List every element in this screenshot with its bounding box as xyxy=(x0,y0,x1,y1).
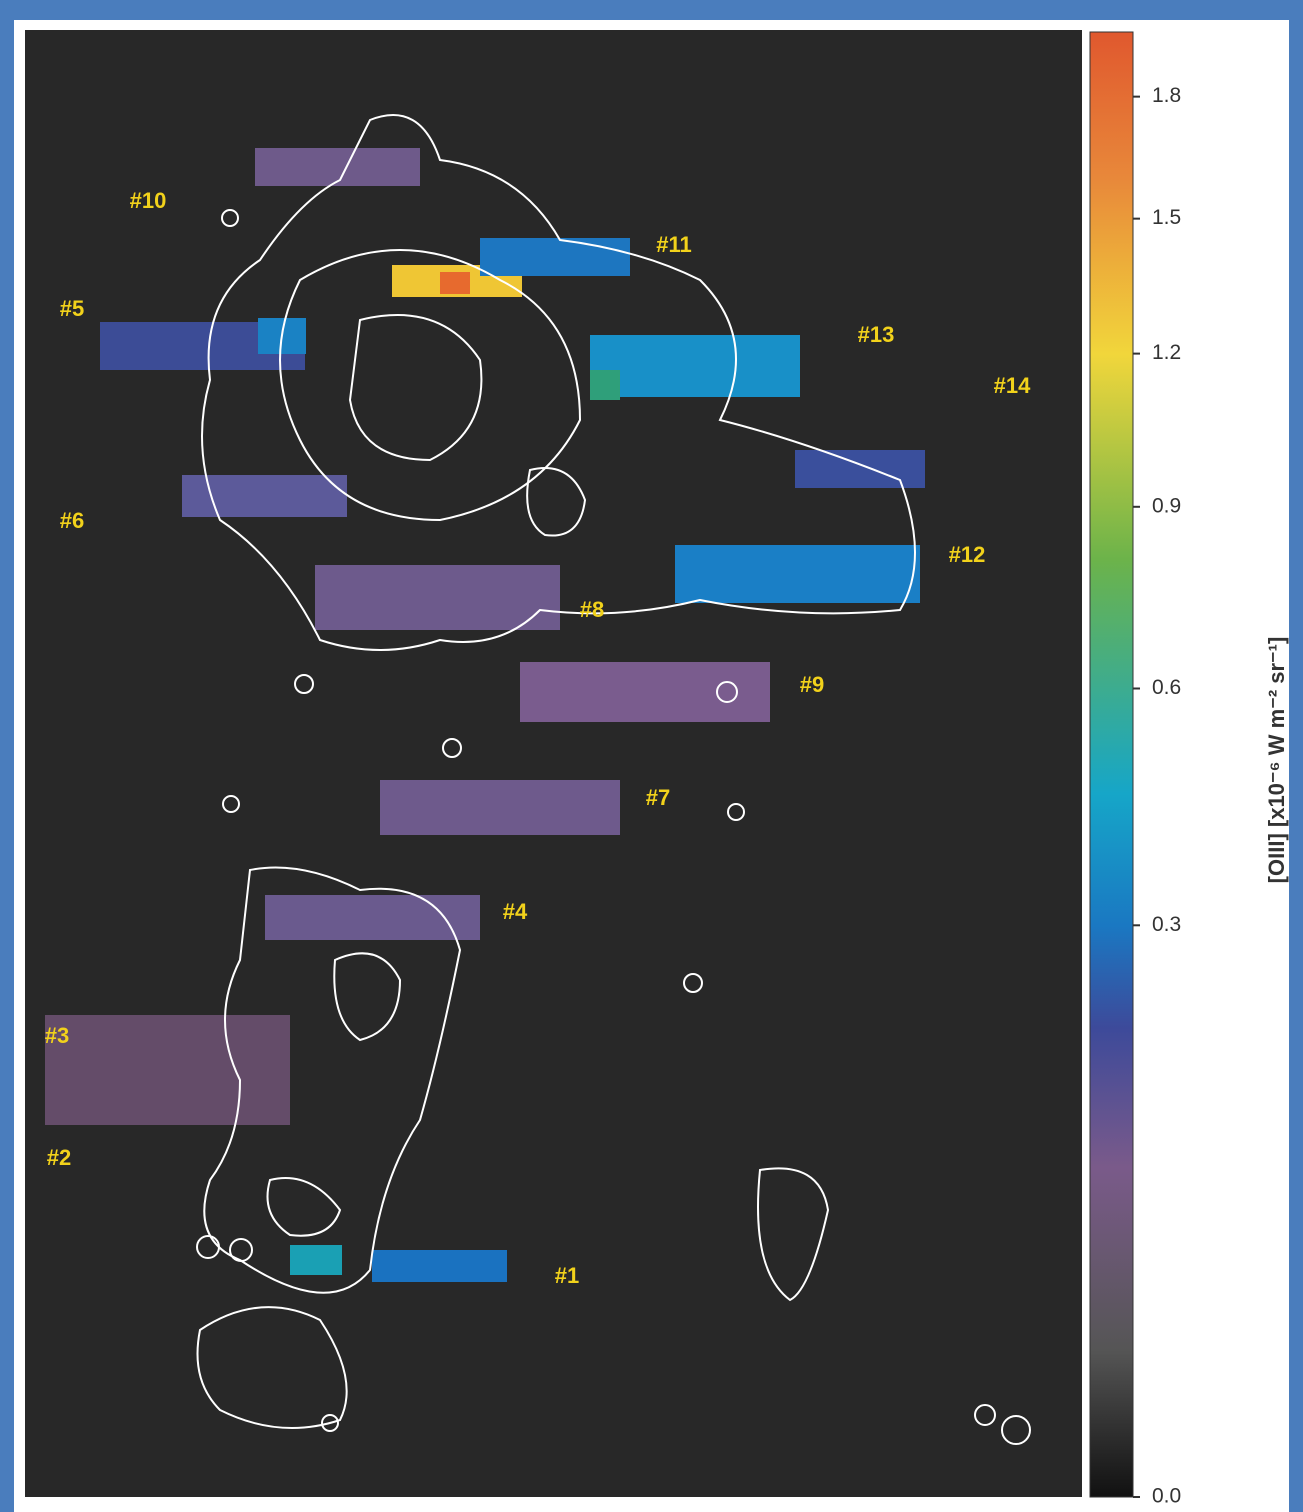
colorbar-tick-label: 0.0 xyxy=(1152,1485,1181,1508)
colorbar-tick-label: 0.3 xyxy=(1152,913,1181,936)
region-label: #12 xyxy=(949,542,986,567)
region-label: #10 xyxy=(130,188,167,213)
region-label: #5 xyxy=(60,296,84,321)
colorbar-tick-label: 1.8 xyxy=(1152,84,1181,107)
colorbar xyxy=(1090,32,1133,1497)
colorbar-tick-label: 0.6 xyxy=(1152,676,1181,699)
region-label: #6 xyxy=(60,508,84,533)
region-label: #7 xyxy=(646,785,670,810)
region-label: #14 xyxy=(994,373,1031,398)
colorbar-tick-label: 1.2 xyxy=(1152,341,1181,364)
colorbar-tick-label: 0.9 xyxy=(1152,494,1181,517)
region-label: #9 xyxy=(800,672,824,697)
region-label: #3 xyxy=(45,1023,69,1048)
region-label: #2 xyxy=(47,1145,71,1170)
region-label: #4 xyxy=(503,899,528,924)
colorbar-label: [OIII] [x10⁻⁶ W m⁻² sr⁻¹] xyxy=(1264,637,1289,884)
region-label: #13 xyxy=(858,322,895,347)
region-label: #11 xyxy=(656,232,692,257)
colorbar-tick-label: 1.5 xyxy=(1152,206,1181,229)
figure: #10 #5 #6 #11 #13 #14 #12 #8 #9 #7 #4 #3… xyxy=(0,0,1303,1512)
region-label: #1 xyxy=(555,1263,579,1288)
region-label: #8 xyxy=(580,597,604,622)
